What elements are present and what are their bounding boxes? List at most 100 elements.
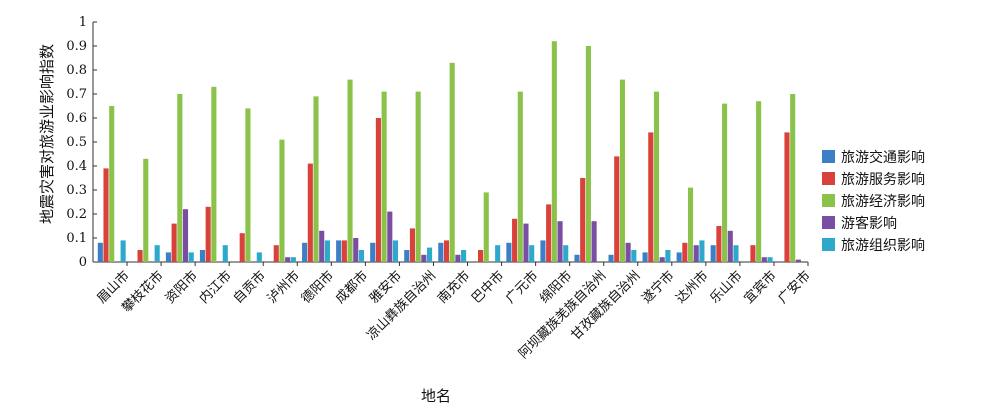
bar	[727, 230, 733, 262]
legend-swatch	[822, 216, 835, 229]
x-tick-label: 广安市	[775, 268, 814, 307]
y-tick-label: 0.7	[66, 87, 87, 102]
bar	[443, 240, 450, 262]
bar	[653, 91, 660, 262]
bar	[665, 250, 671, 262]
legend-label: 旅游交通影响	[841, 149, 925, 166]
bar	[404, 250, 410, 262]
bar	[392, 240, 399, 262]
bar	[347, 79, 353, 262]
bar	[795, 259, 801, 262]
x-tick-label: 资阳市	[162, 268, 201, 307]
legend-label: 旅游经济影响	[841, 194, 925, 210]
y-tick-label: 0.3	[66, 183, 87, 198]
x-tick-label: 巴中市	[468, 268, 507, 307]
bar	[137, 250, 143, 262]
bar	[483, 192, 489, 262]
bar	[585, 46, 591, 262]
bar	[182, 209, 189, 262]
bar	[199, 250, 206, 262]
bar	[449, 62, 455, 262]
bar	[614, 156, 620, 262]
x-tick-label: 南充市	[434, 268, 473, 307]
bar	[619, 79, 625, 262]
bar	[256, 252, 262, 262]
bar	[307, 163, 313, 262]
legend-swatch	[822, 150, 835, 163]
bar	[540, 240, 546, 262]
legend-label: 旅游服务影响	[841, 172, 925, 188]
bar	[375, 118, 381, 262]
bar	[409, 228, 416, 262]
bars	[97, 41, 801, 263]
bar	[222, 245, 228, 262]
bar	[563, 245, 569, 262]
y-tick-label: 0.6	[66, 111, 87, 126]
bar	[761, 257, 767, 262]
x-tick-label: 成都市	[332, 268, 371, 307]
x-tick-labels: 眉山市攀枝花市资阳市内江市自贡市泸州市德阳市成都市雅安市凉山彝族自治州南充市巴中…	[94, 262, 814, 362]
bar	[211, 86, 217, 262]
bar	[415, 91, 421, 262]
bar	[608, 254, 614, 262]
y-tick-label: 0.1	[66, 231, 87, 246]
y-tick-label: 0.2	[66, 207, 87, 222]
y-tick-label: 0.8	[66, 63, 87, 78]
x-tick-label: 广元市	[502, 268, 541, 307]
bar	[171, 223, 177, 262]
bar	[631, 250, 637, 262]
y-tick-label: 1	[79, 15, 87, 30]
bar	[165, 252, 171, 262]
bar	[529, 245, 535, 262]
x-axis-title: 地名	[421, 387, 451, 405]
bar	[285, 257, 291, 262]
bar	[659, 257, 665, 262]
bar	[790, 94, 796, 262]
bar	[710, 245, 716, 262]
bar	[154, 245, 160, 262]
legend-swatch	[822, 238, 835, 251]
bar	[648, 132, 654, 262]
bar	[143, 158, 149, 262]
bar	[523, 223, 529, 262]
bar	[676, 252, 682, 262]
bar	[756, 101, 762, 262]
bar	[205, 206, 211, 262]
y-tick-label: 0	[79, 255, 87, 270]
bar	[358, 250, 365, 262]
y-tick-label: 0.5	[66, 135, 87, 150]
bar	[495, 245, 501, 262]
bar	[353, 238, 359, 262]
bar	[722, 103, 728, 262]
bar	[319, 230, 325, 262]
legend-label: 游客影响	[841, 215, 897, 232]
bar	[693, 245, 699, 262]
legend-swatch	[822, 172, 835, 185]
bar	[546, 204, 552, 262]
bar	[477, 250, 484, 262]
bar	[336, 240, 342, 262]
bar	[750, 245, 756, 262]
x-tick-label: 乐山市	[707, 268, 746, 307]
bar	[551, 41, 557, 263]
bar	[290, 257, 296, 262]
bar	[461, 250, 467, 262]
bar	[767, 257, 773, 262]
bar	[279, 139, 285, 262]
bar	[699, 240, 705, 262]
legend-swatch	[822, 194, 835, 207]
bar	[580, 178, 586, 262]
x-tick-label: 自贡市	[230, 268, 269, 307]
bar	[438, 242, 444, 262]
bar	[517, 91, 523, 262]
bar	[455, 254, 461, 262]
bar	[97, 242, 103, 262]
bar	[313, 96, 319, 263]
bar	[302, 242, 308, 262]
x-tick-label: 遂宁市	[639, 268, 678, 307]
x-tick-label: 宜宾市	[741, 268, 780, 307]
bar	[177, 94, 183, 262]
